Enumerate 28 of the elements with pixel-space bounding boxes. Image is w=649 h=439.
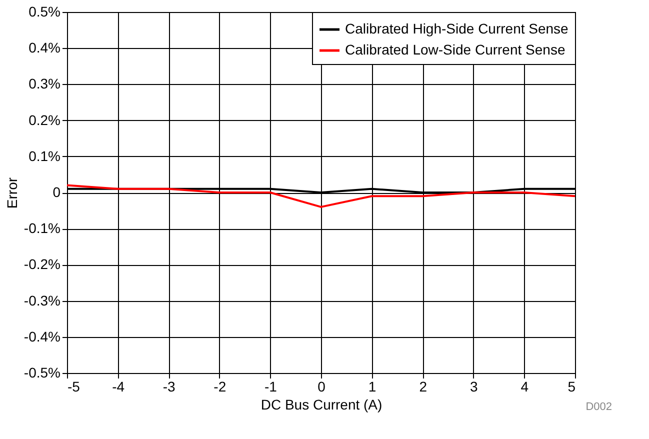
y-tick-label: 0	[52, 184, 61, 200]
x-tick-label: 3	[470, 378, 478, 394]
y-tick-label: -0.3%	[24, 292, 60, 308]
x-tick-label: -5	[68, 378, 80, 394]
y-axis-title: Error	[4, 177, 20, 209]
x-tick-label: 0	[318, 378, 326, 394]
y-tick-label: 0.4%	[28, 40, 60, 56]
x-tick-label: 1	[368, 378, 376, 394]
x-tick-label: 4	[520, 378, 529, 394]
x-tick-label: -4	[112, 378, 125, 394]
y-tick-label: -0.5%	[24, 364, 60, 380]
y-tick-label: 0.5%	[28, 4, 60, 20]
y-tick-label: 0.2%	[28, 112, 60, 128]
x-tick-label: -3	[162, 378, 176, 394]
x-axis-title: DC Bus Current (A)	[260, 396, 382, 412]
text: D002	[586, 401, 612, 413]
x-tick-label: 5	[568, 378, 576, 394]
x-tick-label: 2	[419, 378, 428, 394]
y-tick-label: -0.2%	[24, 256, 60, 272]
legend-label: Calibrated Low-Side Current Sense	[345, 42, 566, 58]
x-tick-label: -2	[214, 378, 226, 394]
y-tick-label: 0.3%	[28, 76, 60, 92]
y-tick-label: 0.1%	[28, 148, 60, 164]
y-tick-label: -0.4%	[24, 328, 60, 344]
y-tick-label: -0.1%	[24, 220, 60, 236]
x-tick-label: -1	[264, 378, 278, 394]
line-series	[66, 184, 576, 208]
legend-label: Calibrated High-Side Current Sense	[345, 20, 569, 36]
